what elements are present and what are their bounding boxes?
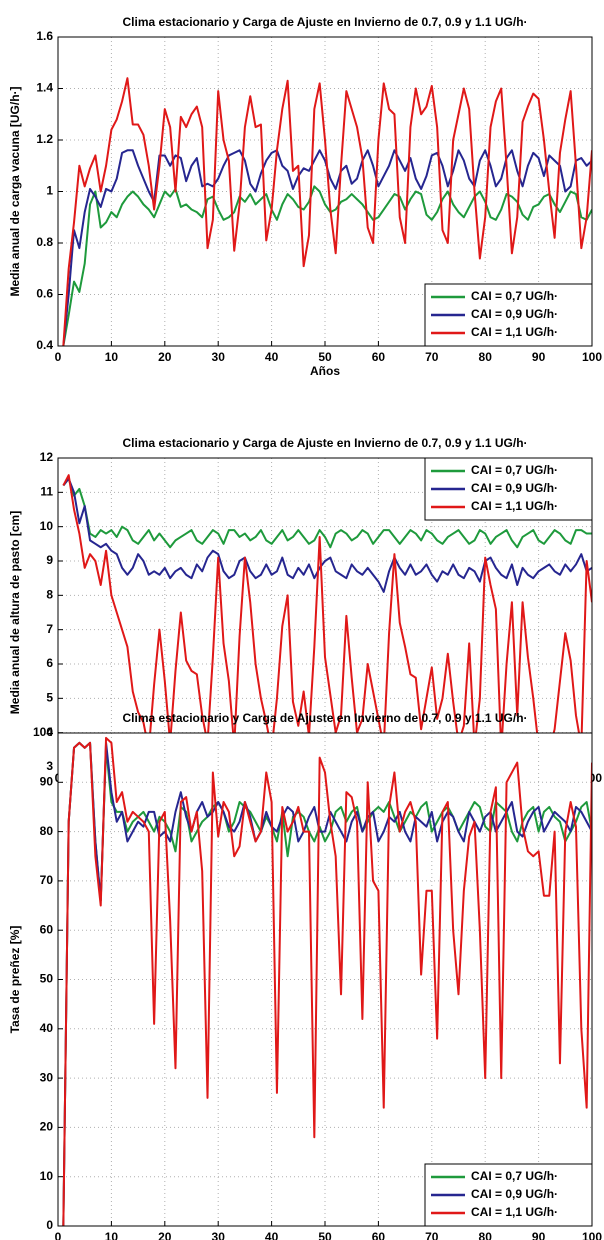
series-line (62, 185, 592, 346)
x-axis-label: Años (310, 364, 340, 378)
legend-label: CAI = 0,7 UG/h· (471, 289, 558, 303)
x-tick-label: 40 (265, 350, 279, 364)
x-tick-label: 10 (105, 1230, 119, 1240)
legend: CAI = 0,7 UG/h· CAI = 0,9 UG/h· CAI = 1,1 … (424, 457, 593, 521)
x-tick-label: 100 (582, 350, 602, 364)
legend-label: CAI = 0,7 UG/h· (471, 1169, 558, 1183)
x-tick-label: 50 (318, 1230, 332, 1240)
x-tick-label: 90 (532, 1230, 546, 1240)
y-axis-label: Tasa de preñez [%] (8, 926, 22, 1034)
legend-label: CAI = 0,9 UG/h· (471, 307, 558, 321)
y-tick-label: 4 (46, 725, 53, 739)
axes-frame (57, 36, 593, 347)
series-line (62, 736, 592, 1226)
x-tick-label: 30 (212, 1230, 226, 1240)
y-tick-label: 40 (40, 1021, 54, 1035)
y-tick-label: 9 (46, 553, 53, 567)
chart-panel: 0 10 20 30 40 50 60 70 80 90 100 0 10 20 30 40 50 60 70 80 9… (8, 711, 602, 1240)
x-tick-label: 70 (425, 1230, 439, 1240)
y-tick-label: 12 (40, 450, 54, 464)
y-tick-label: 60 (40, 922, 54, 936)
legend: CAI = 0,7 UG/h· CAI = 0,9 UG/h· CAI = 1,1 … (424, 1163, 593, 1227)
y-tick-label: 0.8 (36, 235, 53, 249)
series-line (62, 477, 592, 593)
series-line (62, 477, 592, 549)
y-tick-label: 5 (46, 691, 53, 705)
y-tick-label: 0.4 (36, 338, 53, 352)
y-tick-label: 7 (46, 622, 53, 636)
x-tick-label: 80 (479, 1230, 493, 1240)
x-tick-label: 60 (372, 1230, 386, 1240)
y-tick-label: 70 (40, 873, 54, 887)
chart-title: Clima estacionario y Carga de Ajuste en … (122, 15, 527, 29)
chart-title: Clima estacionario y Carga de Ajuste en … (122, 436, 527, 450)
y-tick-label: 1.2 (36, 132, 53, 146)
chart-panel: 01020304050607080901003456789101112Clima… (8, 436, 602, 799)
x-tick-label: 10 (105, 350, 119, 364)
y-tick-label: 0 (46, 1218, 53, 1232)
y-tick-label: 20 (40, 1120, 54, 1134)
y-tick-label: 0.6 (36, 287, 53, 301)
y-tick-label: 80 (40, 824, 54, 838)
x-tick-label: 60 (372, 350, 386, 364)
legend-label: CAI = 0,9 UG/h· (471, 481, 558, 495)
y-tick-label: 90 (40, 774, 54, 788)
series-line (62, 741, 592, 1226)
x-tick-label: 90 (532, 350, 546, 364)
x-tick-label: 30 (212, 350, 226, 364)
x-tick-label: 70 (425, 350, 439, 364)
legend-label: CAI = 1,1 UG/h· (471, 325, 558, 339)
y-tick-label: 6 (46, 656, 53, 670)
x-tick-label: 50 (318, 350, 332, 364)
x-tick-label: 100 (582, 1230, 602, 1240)
y-axis-label: Media anual de altura de pasto [cm] (8, 511, 22, 714)
y-tick-label: 10 (40, 519, 54, 533)
axes-frame (57, 732, 593, 1227)
x-tick-label: 0 (55, 350, 62, 364)
y-tick-label: 50 (40, 972, 54, 986)
y-tick-label: 8 (46, 588, 53, 602)
y-tick-label: 1 (46, 184, 53, 198)
y-tick-label: 1.4 (36, 81, 53, 95)
y-tick-label: 3 (46, 759, 53, 773)
y-tick-label: 1.6 (36, 29, 53, 43)
legend-label: CAI = 0,7 UG/h· (471, 463, 558, 477)
y-axis-label: Media anual de carga vacuna [UG/h·] (8, 86, 22, 296)
series-line (62, 77, 592, 346)
y-tick-label: 30 (40, 1070, 54, 1084)
legend-label: CAI = 1,1 UG/h· (471, 1205, 558, 1219)
y-tick-label: 100 (33, 725, 53, 739)
x-tick-label: 20 (158, 350, 172, 364)
x-tick-label: 80 (479, 350, 493, 364)
series-line (62, 741, 592, 1226)
y-tick-label: 10 (40, 1169, 54, 1183)
legend: CAI = 0,7 UG/h· CAI = 0,9 UG/h· CAI = 1,1 … (424, 283, 593, 347)
legend-label: CAI = 1,1 UG/h· (471, 499, 558, 513)
chart-panel: 0 10 20 30 40 50 60 70 80 90 100 0.4 0.6 0.8 1 1.2 1.4 1.… (8, 15, 602, 378)
y-tick-label: 11 (40, 485, 53, 499)
x-tick-label: 20 (158, 1230, 172, 1240)
x-tick-label: 40 (265, 1230, 279, 1240)
legend-label: CAI = 0,9 UG/h· (471, 1187, 558, 1201)
x-tick-label: 0 (55, 1230, 62, 1240)
chart-title: Clima estacionario y Carga de Ajuste en … (122, 711, 527, 725)
series-line (62, 474, 592, 758)
